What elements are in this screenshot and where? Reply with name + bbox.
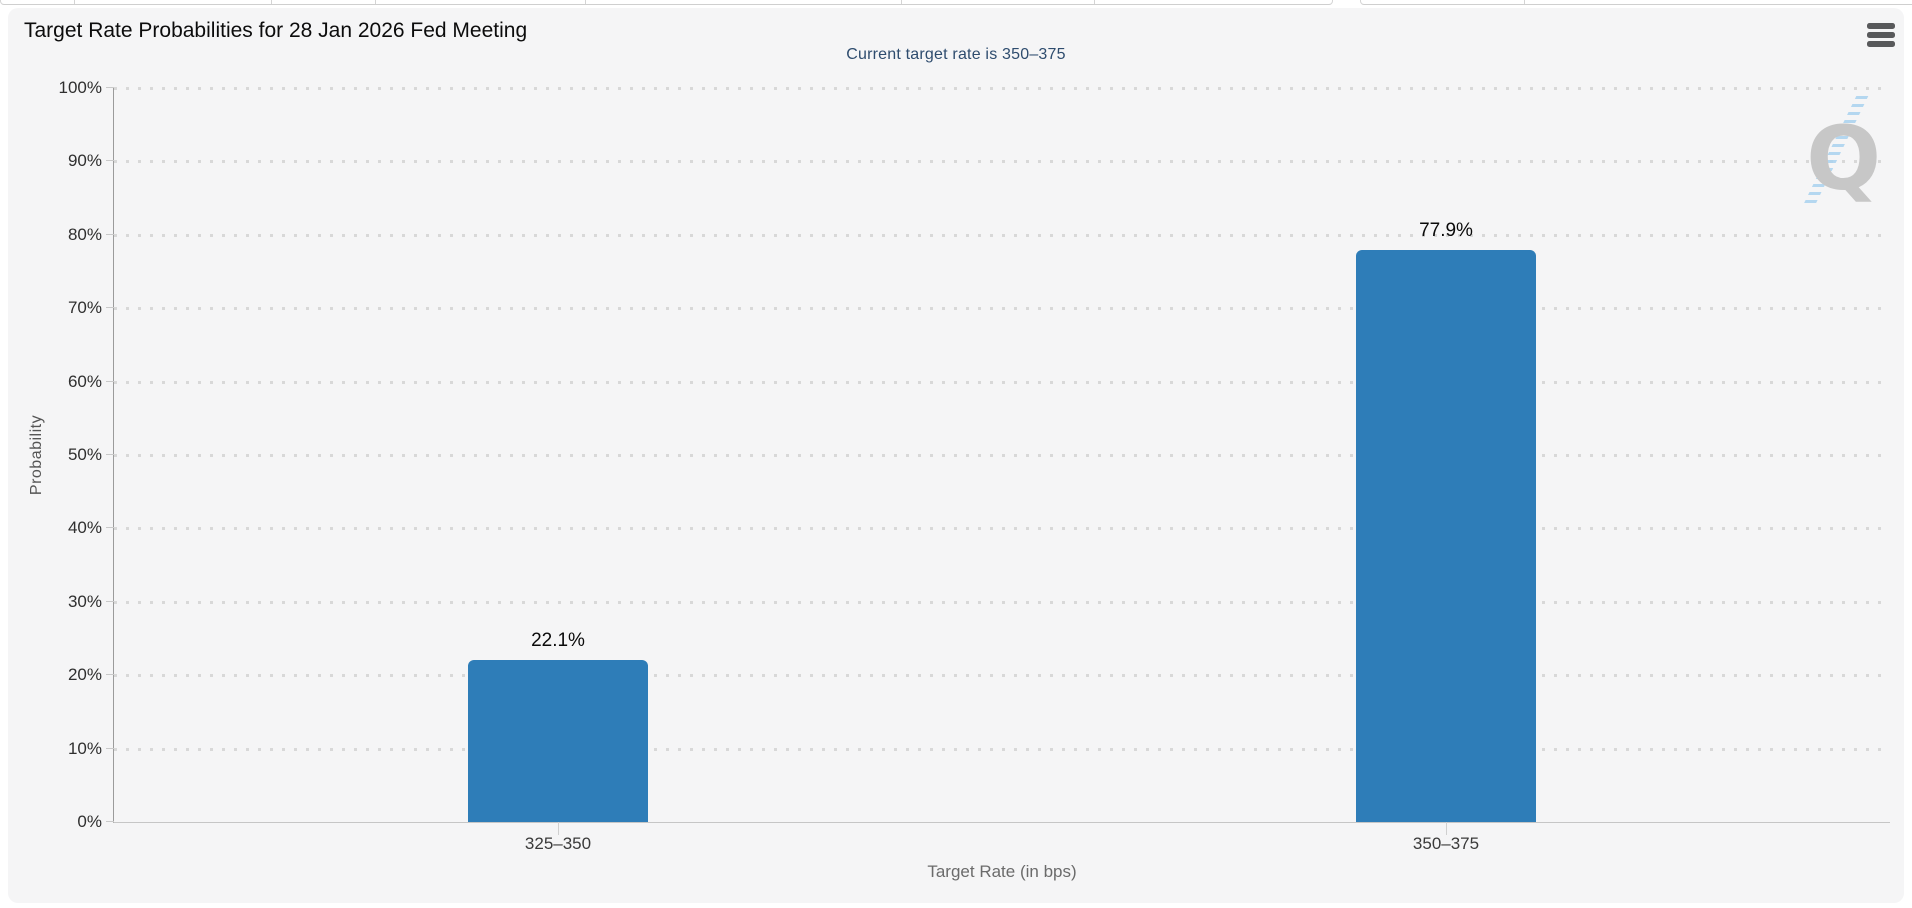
- y-tick-mark: [106, 821, 114, 822]
- y-tick-label: 0%: [77, 812, 102, 831]
- y-tick-mark: [106, 160, 114, 162]
- y-tick-label: 70%: [67, 298, 102, 318]
- h-gridline: [114, 160, 1890, 164]
- h-gridline: [114, 380, 1890, 384]
- plot-area: Probability Target Rate (in bps) Q 0% 10%…: [28, 78, 1890, 881]
- y-tick-label: 40%: [67, 518, 102, 538]
- h-gridline: [114, 87, 1890, 90]
- x-category-label: 350–375: [1412, 834, 1480, 853]
- tab-separator: [375, 0, 376, 4]
- h-gridline: [114, 454, 1890, 457]
- y-tick-label: 90%: [67, 151, 102, 171]
- h-gridline: [114, 600, 1890, 604]
- y-axis-title: Probability: [28, 414, 45, 496]
- y-tick-label: 50%: [67, 445, 102, 464]
- y-tick-mark: [106, 747, 114, 749]
- tab-separator: [1524, 0, 1525, 4]
- hamburger-icon: [1867, 41, 1895, 47]
- watermark-logo: Q: [1806, 107, 1881, 210]
- y-tick-mark: [106, 454, 114, 455]
- y-tick-mark: [106, 527, 114, 529]
- tab-separator: [901, 0, 902, 4]
- y-tick-label: 10%: [67, 738, 102, 758]
- x-tick-mark: [557, 822, 559, 835]
- y-tick-label: 60%: [67, 371, 102, 391]
- h-gridline: [114, 674, 1890, 678]
- tab-separator: [585, 0, 586, 4]
- chart-panel: Target Rate Probabilities for 28 Jan 202…: [8, 8, 1904, 903]
- y-tick-mark: [106, 600, 114, 602]
- y-tick-mark: [106, 233, 114, 235]
- x-tick-mark: [1445, 822, 1447, 835]
- tab-separator: [271, 0, 272, 4]
- tab-strip-segment: [0, 0, 1333, 5]
- chart-subtitle: Current target rate is 350–375: [846, 46, 1066, 63]
- tab-strip-segment: [1360, 0, 1912, 5]
- chart-menu-button[interactable]: [1866, 21, 1896, 49]
- y-tick-mark: [106, 380, 114, 382]
- y-tick-label: 30%: [67, 591, 102, 611]
- y-tick-mark: [106, 307, 114, 309]
- bar[interactable]: [468, 659, 648, 822]
- y-tick-mark: [106, 674, 114, 676]
- bar-value-label: 22.1%: [531, 629, 585, 651]
- tab-separator: [74, 0, 75, 4]
- h-gridline: [114, 307, 1890, 311]
- tab-separator: [1094, 0, 1095, 4]
- y-tick-label: 100%: [58, 78, 102, 97]
- chart-title: Target Rate Probabilities for 28 Jan 202…: [24, 19, 528, 42]
- y-tick-label: 20%: [67, 665, 102, 685]
- hamburger-icon: [1867, 23, 1895, 29]
- bar-value-label: 77.9%: [1419, 220, 1473, 242]
- bar[interactable]: [1356, 250, 1536, 822]
- h-gridline: [114, 233, 1890, 237]
- h-gridline: [114, 747, 1890, 751]
- y-tick-label: 80%: [67, 224, 102, 244]
- h-gridline: [114, 527, 1890, 531]
- y-tick-mark: [106, 87, 114, 88]
- hamburger-icon: [1867, 32, 1895, 38]
- x-axis-title: Target Rate (in bps): [927, 862, 1077, 881]
- x-category-label: 325–350: [524, 834, 592, 853]
- top-tab-strip: [0, 0, 1912, 6]
